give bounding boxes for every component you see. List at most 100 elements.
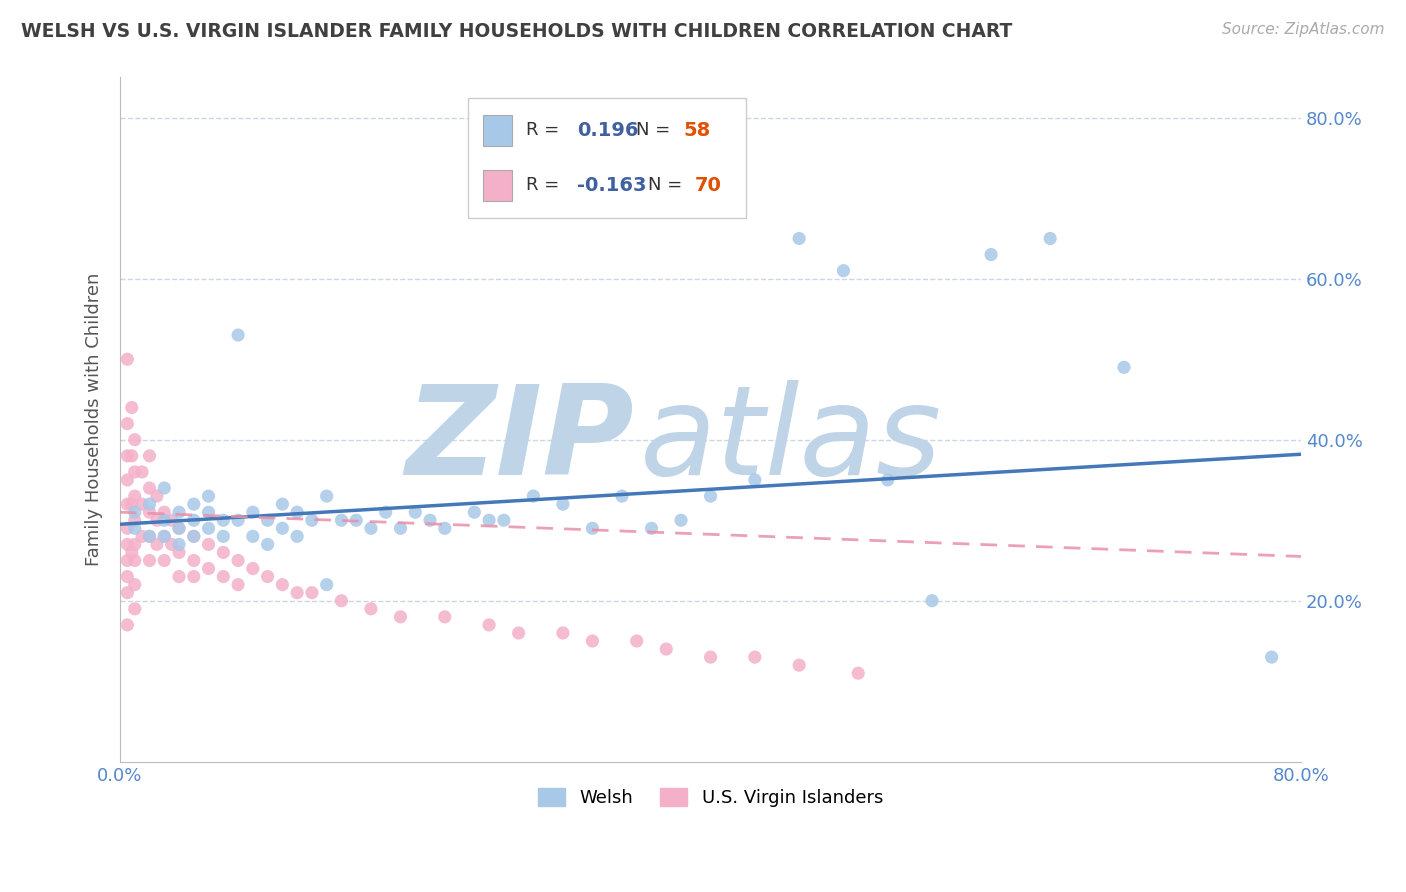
Point: [153, 481, 176, 495]
Text: Source: ZipAtlas.com: Source: ZipAtlas.com: [1222, 22, 1385, 37]
Point: [117, 537, 139, 551]
Point: [301, 513, 323, 527]
Text: N =: N =: [648, 177, 682, 194]
Point: [508, 626, 530, 640]
Point: [699, 650, 721, 665]
Point: [121, 497, 143, 511]
Point: [478, 513, 501, 527]
Point: [124, 465, 146, 479]
Point: [846, 666, 869, 681]
Point: [226, 553, 249, 567]
Point: [197, 521, 219, 535]
Point: [744, 473, 766, 487]
Point: [212, 513, 235, 527]
Point: [153, 529, 176, 543]
Point: [138, 497, 160, 511]
Point: [124, 577, 146, 591]
Point: [980, 247, 1002, 261]
Point: [121, 545, 143, 559]
Point: [226, 513, 249, 527]
Point: [787, 231, 810, 245]
Point: [832, 263, 855, 277]
Point: [183, 529, 205, 543]
Point: [138, 553, 160, 567]
Point: [1039, 231, 1062, 245]
Point: [433, 521, 456, 535]
Point: [121, 401, 143, 415]
Point: [138, 529, 160, 543]
FancyBboxPatch shape: [468, 98, 747, 218]
Point: [242, 505, 264, 519]
Point: [160, 513, 183, 527]
Point: [153, 553, 176, 567]
Point: [197, 505, 219, 519]
Text: 70: 70: [695, 176, 723, 194]
Point: [117, 553, 139, 567]
Point: [124, 505, 146, 519]
Point: [138, 481, 160, 495]
Point: [315, 577, 337, 591]
Point: [121, 449, 143, 463]
Point: [117, 521, 139, 535]
Point: [197, 561, 219, 575]
Point: [183, 513, 205, 527]
Point: [669, 513, 692, 527]
Point: [463, 505, 485, 519]
Bar: [482, 115, 512, 146]
Point: [183, 569, 205, 583]
Point: [167, 521, 190, 535]
Point: [117, 473, 139, 487]
Point: [160, 537, 183, 551]
Point: [153, 529, 176, 543]
Text: N =: N =: [636, 121, 671, 139]
Point: [124, 513, 146, 527]
Point: [330, 513, 353, 527]
Point: [389, 521, 412, 535]
Point: [285, 505, 308, 519]
Point: [138, 529, 160, 543]
Point: [699, 489, 721, 503]
Point: [153, 513, 176, 527]
Point: [522, 489, 544, 503]
Point: [212, 569, 235, 583]
Point: [655, 642, 678, 657]
Text: atlas: atlas: [640, 380, 942, 500]
Point: [146, 513, 169, 527]
Point: [226, 328, 249, 343]
Point: [1112, 360, 1135, 375]
Point: [117, 449, 139, 463]
Point: [131, 497, 153, 511]
Text: R =: R =: [526, 177, 560, 194]
Point: [117, 618, 139, 632]
Point: [1260, 650, 1282, 665]
Point: [478, 618, 501, 632]
Point: [138, 449, 160, 463]
Point: [167, 545, 190, 559]
Point: [183, 497, 205, 511]
Point: [242, 561, 264, 575]
Point: [131, 529, 153, 543]
Point: [124, 602, 146, 616]
Point: [315, 489, 337, 503]
Point: [167, 569, 190, 583]
Point: [167, 505, 190, 519]
Point: [226, 577, 249, 591]
Point: [389, 610, 412, 624]
Point: [256, 537, 278, 551]
Point: [153, 505, 176, 519]
Point: [117, 569, 139, 583]
Point: [256, 513, 278, 527]
Point: [492, 513, 515, 527]
Point: [433, 610, 456, 624]
Point: [242, 529, 264, 543]
Point: [610, 489, 633, 503]
Point: [271, 497, 294, 511]
Point: [419, 513, 441, 527]
Point: [876, 473, 898, 487]
Point: [374, 505, 396, 519]
Point: [212, 545, 235, 559]
Point: [131, 465, 153, 479]
Point: [581, 521, 603, 535]
Legend: Welsh, U.S. Virgin Islanders: Welsh, U.S. Virgin Islanders: [530, 780, 890, 814]
Point: [146, 489, 169, 503]
